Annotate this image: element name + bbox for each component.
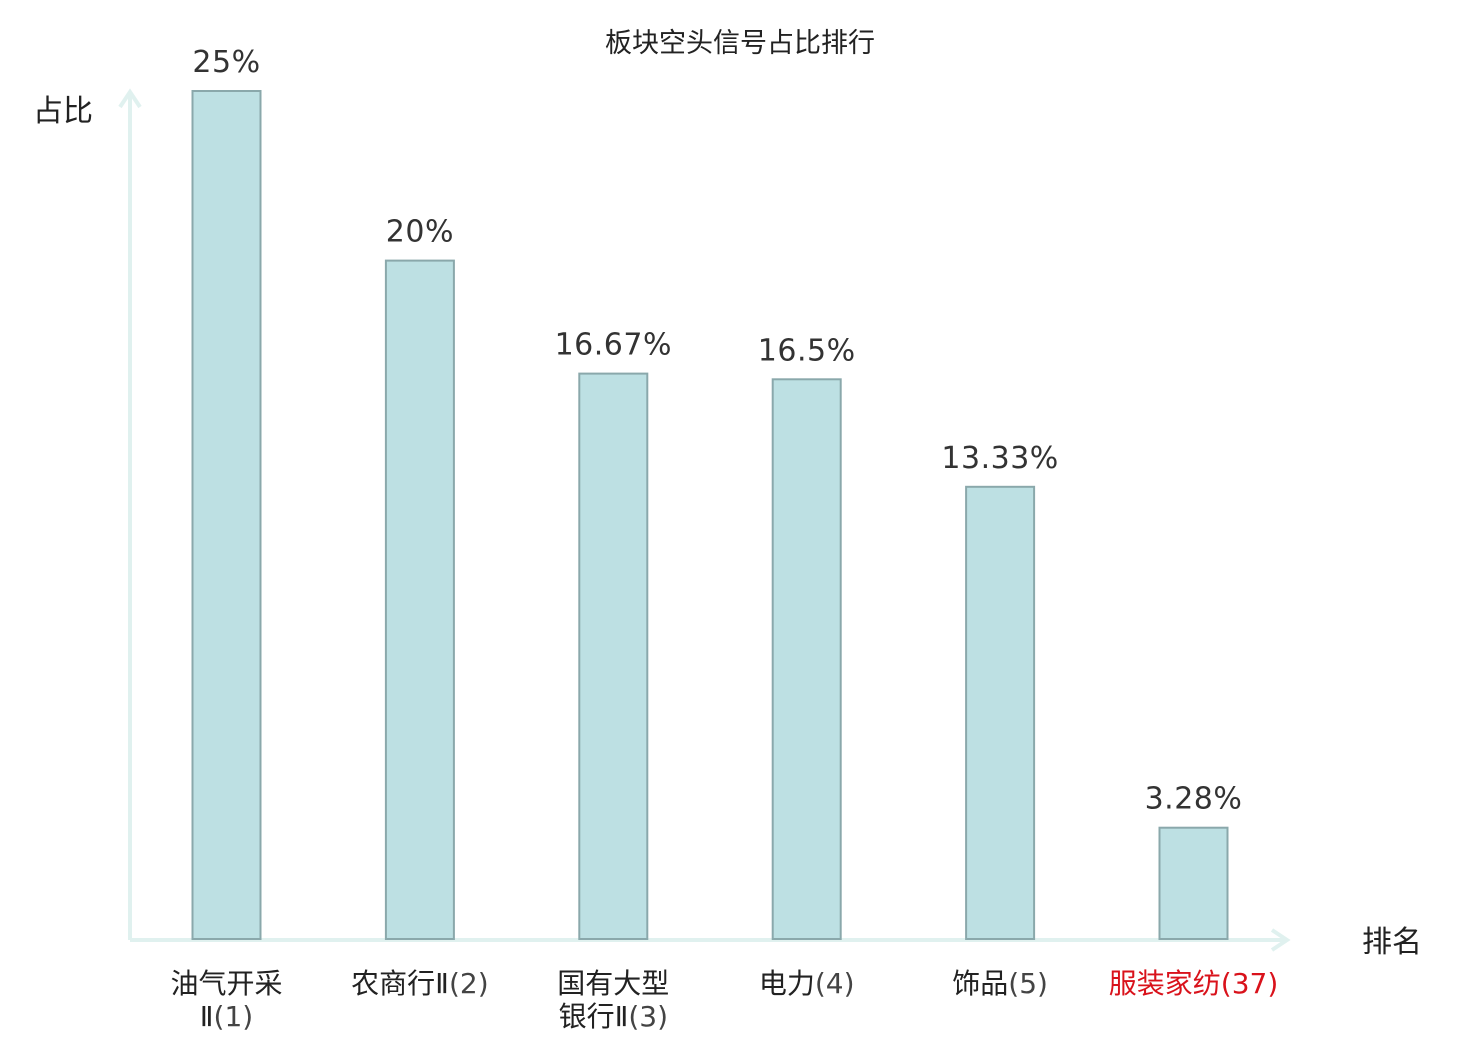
bar-1: [191, 90, 262, 940]
category-label-5: 饰品(5): [952, 967, 1048, 1000]
category-label-4: 电力(4): [759, 967, 855, 1000]
value-label-2: 20%: [386, 215, 454, 250]
y-axis-arrow: [118, 88, 142, 109]
bar-6: [1158, 826, 1229, 941]
x-axis-arrow: [1270, 928, 1291, 952]
value-label-5: 13.33%: [941, 441, 1058, 476]
value-label-6: 3.28%: [1145, 782, 1243, 817]
value-labels-group: 25% 20% 16.67% 16.5% 13.33% 3.28%: [192, 45, 1242, 817]
bar-3: [578, 372, 649, 941]
bar-4: [771, 378, 842, 940]
category-label-6: 服装家纺(37): [1109, 967, 1279, 1000]
category-label-1: 油气开采 Ⅱ(1): [170, 967, 282, 1033]
bar-5: [965, 485, 1036, 940]
value-label-4: 16.5%: [758, 333, 856, 368]
bar-2: [384, 259, 455, 941]
value-label-1: 25%: [192, 45, 260, 80]
category-labels-group: 油气开采 Ⅱ(1) 农商行Ⅱ(2) 国有大型银行Ⅱ(3) 电力(4) 饰品(5) 服装家纺(…: [170, 967, 1278, 1033]
value-label-3: 16.67%: [555, 328, 672, 363]
y-axis-label: 占比: [33, 94, 93, 129]
x-axis-label: 排名: [1362, 925, 1422, 960]
chart-title: 板块空头信号占比排行: [605, 28, 875, 59]
category-label-3: 国有大型银行Ⅱ(3): [557, 967, 669, 1033]
bars-group: [191, 90, 1229, 941]
category-label-2: 农商行Ⅱ(2): [351, 967, 488, 1000]
